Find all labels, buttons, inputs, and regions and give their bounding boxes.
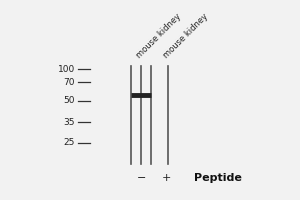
Text: mouse kidney: mouse kidney	[161, 12, 209, 60]
Text: 50: 50	[63, 96, 75, 105]
Text: Peptide: Peptide	[194, 173, 242, 183]
Text: 70: 70	[63, 78, 75, 87]
Text: 25: 25	[64, 138, 75, 147]
Text: −: −	[136, 173, 146, 183]
Text: 35: 35	[63, 118, 75, 127]
Text: mouse kidney: mouse kidney	[135, 12, 183, 60]
Text: +: +	[161, 173, 171, 183]
Text: 100: 100	[58, 65, 75, 74]
